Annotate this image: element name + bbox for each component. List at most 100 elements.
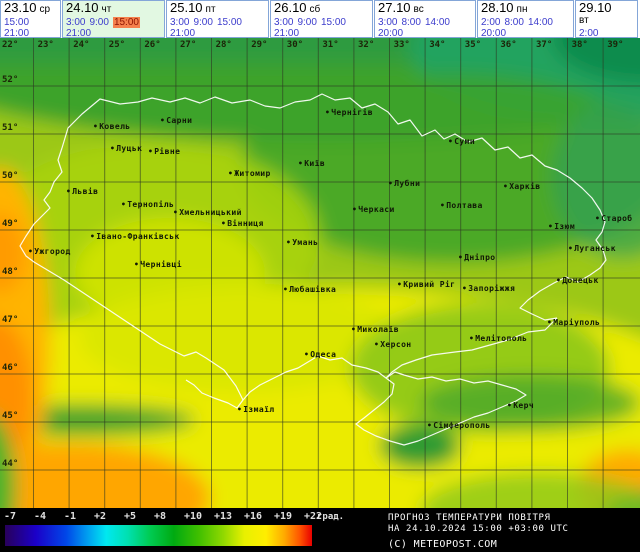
lat-label: 49° [2,219,19,229]
city-label: •Дніпро [458,253,496,262]
city-dot-icon: • [440,201,446,210]
city-dot-icon: • [160,116,166,125]
city-name: Черкаси [358,205,395,214]
city-name: Мелітополь [475,334,528,343]
date-time-selector: 23.10 ср 15:00 21:00 24.10 чт 3:00 9:00 15:00 21:… [0,0,640,38]
city-name: Керч [513,401,535,410]
time-slot[interactable]: 14:00 [424,17,450,28]
time-slot[interactable]: 21:00 [66,28,92,38]
scale-label: +16 [244,511,263,522]
city-dot-icon: • [298,159,304,168]
day-cell[interactable]: 26.10 сб 3:00 9:00 15:00 21:00 [270,0,373,38]
city-dot-icon: • [286,238,292,247]
time-slot[interactable]: 8:00 [401,17,421,28]
lat-label: 48° [2,267,19,277]
time-slot[interactable]: 2:00 [481,17,501,28]
lon-label: 38° [571,40,588,50]
city-name: Луганськ [574,244,616,253]
border-west [19,147,244,401]
city-label: •Кривий Ріг [397,280,455,289]
lon-label: 37° [536,40,553,50]
time-slot[interactable]: 15:00 [4,17,30,28]
city-label: •Житомир [228,169,271,178]
lat-label: 46° [2,363,19,373]
city-name: Ужгород [34,247,71,256]
time-slot[interactable]: 21:00 [170,28,196,38]
city-name: Вінниця [227,219,264,228]
time-slot[interactable]: 2:00 [579,28,599,38]
day-date: 28.10 [481,0,514,15]
day-of-week: пн [516,4,528,15]
city-name: Любашівка [289,285,337,294]
time-slot[interactable]: 9:00 [89,17,109,28]
day-of-week: вт [579,15,589,26]
scale-label: +10 [184,511,203,522]
time-slot[interactable]: 8:00 [504,17,524,28]
time-slot[interactable]: 20:00 [481,28,507,38]
city-dot-icon: • [93,122,99,131]
city-dot-icon: • [121,200,127,209]
scale-label: +13 [214,511,233,522]
city-dot-icon: • [462,284,468,293]
time-slot[interactable]: 21:00 [274,28,300,38]
lon-label: 31° [322,40,339,50]
time-slot[interactable]: 20:00 [378,28,404,38]
lon-label: 35° [464,40,482,50]
time-slot[interactable]: 9:00 [297,17,317,28]
city-name: Кривий Ріг [403,280,456,289]
city-dot-icon: • [503,182,509,191]
temperature-field [0,38,640,508]
city-dot-icon: • [66,187,72,196]
city-label: •Миколаїв [351,325,399,334]
city-dot-icon: • [388,179,394,188]
day-cell[interactable]: 23.10 ср 15:00 21:00 [0,0,61,38]
city-dot-icon: • [304,350,310,359]
time-row: 21:00 [170,26,265,37]
day-cell[interactable]: 25.10 пт 3:00 9:00 15:00 21:00 [166,0,269,38]
city-dot-icon: • [458,253,464,262]
time-slot[interactable]: 21:00 [4,28,30,38]
forecast-info: ПРОГНОЗ ТЕМПЕРАТУРИ ПОВІТРЯ НА 24.10.202… [388,513,569,550]
time-slot[interactable]: 14:00 [527,17,553,28]
city-dot-icon: • [374,340,380,349]
time-row: 20:00 [481,26,570,37]
city-name: Луцьк [116,144,143,153]
city-name: Полтава [446,201,483,210]
city-label: •Одеса [304,350,336,359]
city-dot-icon: • [397,280,403,289]
city-name: Лубни [394,179,421,188]
day-header: 29.10 [579,1,634,15]
city-label: •Харків [503,182,541,191]
city-dot-icon: • [568,244,574,253]
time-slot[interactable]: 3:00 [170,17,190,28]
time-slot[interactable]: 3:00 [66,17,86,28]
time-row: 2:00 8:00 14:00 [481,15,570,28]
day-cell[interactable]: 29.10 вт 2:00 [575,0,638,38]
time-slot[interactable]: 15:00 [320,17,346,28]
forecast-title: ПРОГНОЗ ТЕМПЕРАТУРИ ПОВІТРЯ [388,513,551,523]
city-name: Одеса [310,350,337,359]
time-row: 15:00 [4,15,57,28]
lon-label: 28° [215,40,232,50]
lon-label: 26° [144,40,161,50]
day-cell[interactable]: 28.10 пн 2:00 8:00 14:00 20:00 [477,0,574,38]
day-header: 23.10 ср [4,1,57,15]
time-slot[interactable]: 3:00 [274,17,294,28]
city-label: •Донецьк [556,276,599,285]
day-header: 24.10 чт [66,1,161,15]
city-dot-icon: • [448,137,454,146]
day-cell[interactable]: 24.10 чт 3:00 9:00 15:00 21:00 [62,0,165,38]
time-slot[interactable]: 9:00 [193,17,213,28]
day-cell[interactable]: 27.10 вс 3:00 8:00 14:00 20:00 [374,0,476,38]
city-name: Житомир [234,169,271,178]
city-name: Хмельницький [179,208,242,217]
time-slot[interactable]: 15:00 [216,17,242,28]
map-canvas [0,38,640,508]
time-slot-selected[interactable]: 15:00 [112,17,140,28]
city-dot-icon: • [427,421,433,430]
time-slot[interactable]: 3:00 [378,17,398,28]
city-label: •Полтава [440,201,483,210]
city-label: •Хмельницький [173,208,242,217]
city-dot-icon: • [28,247,34,256]
